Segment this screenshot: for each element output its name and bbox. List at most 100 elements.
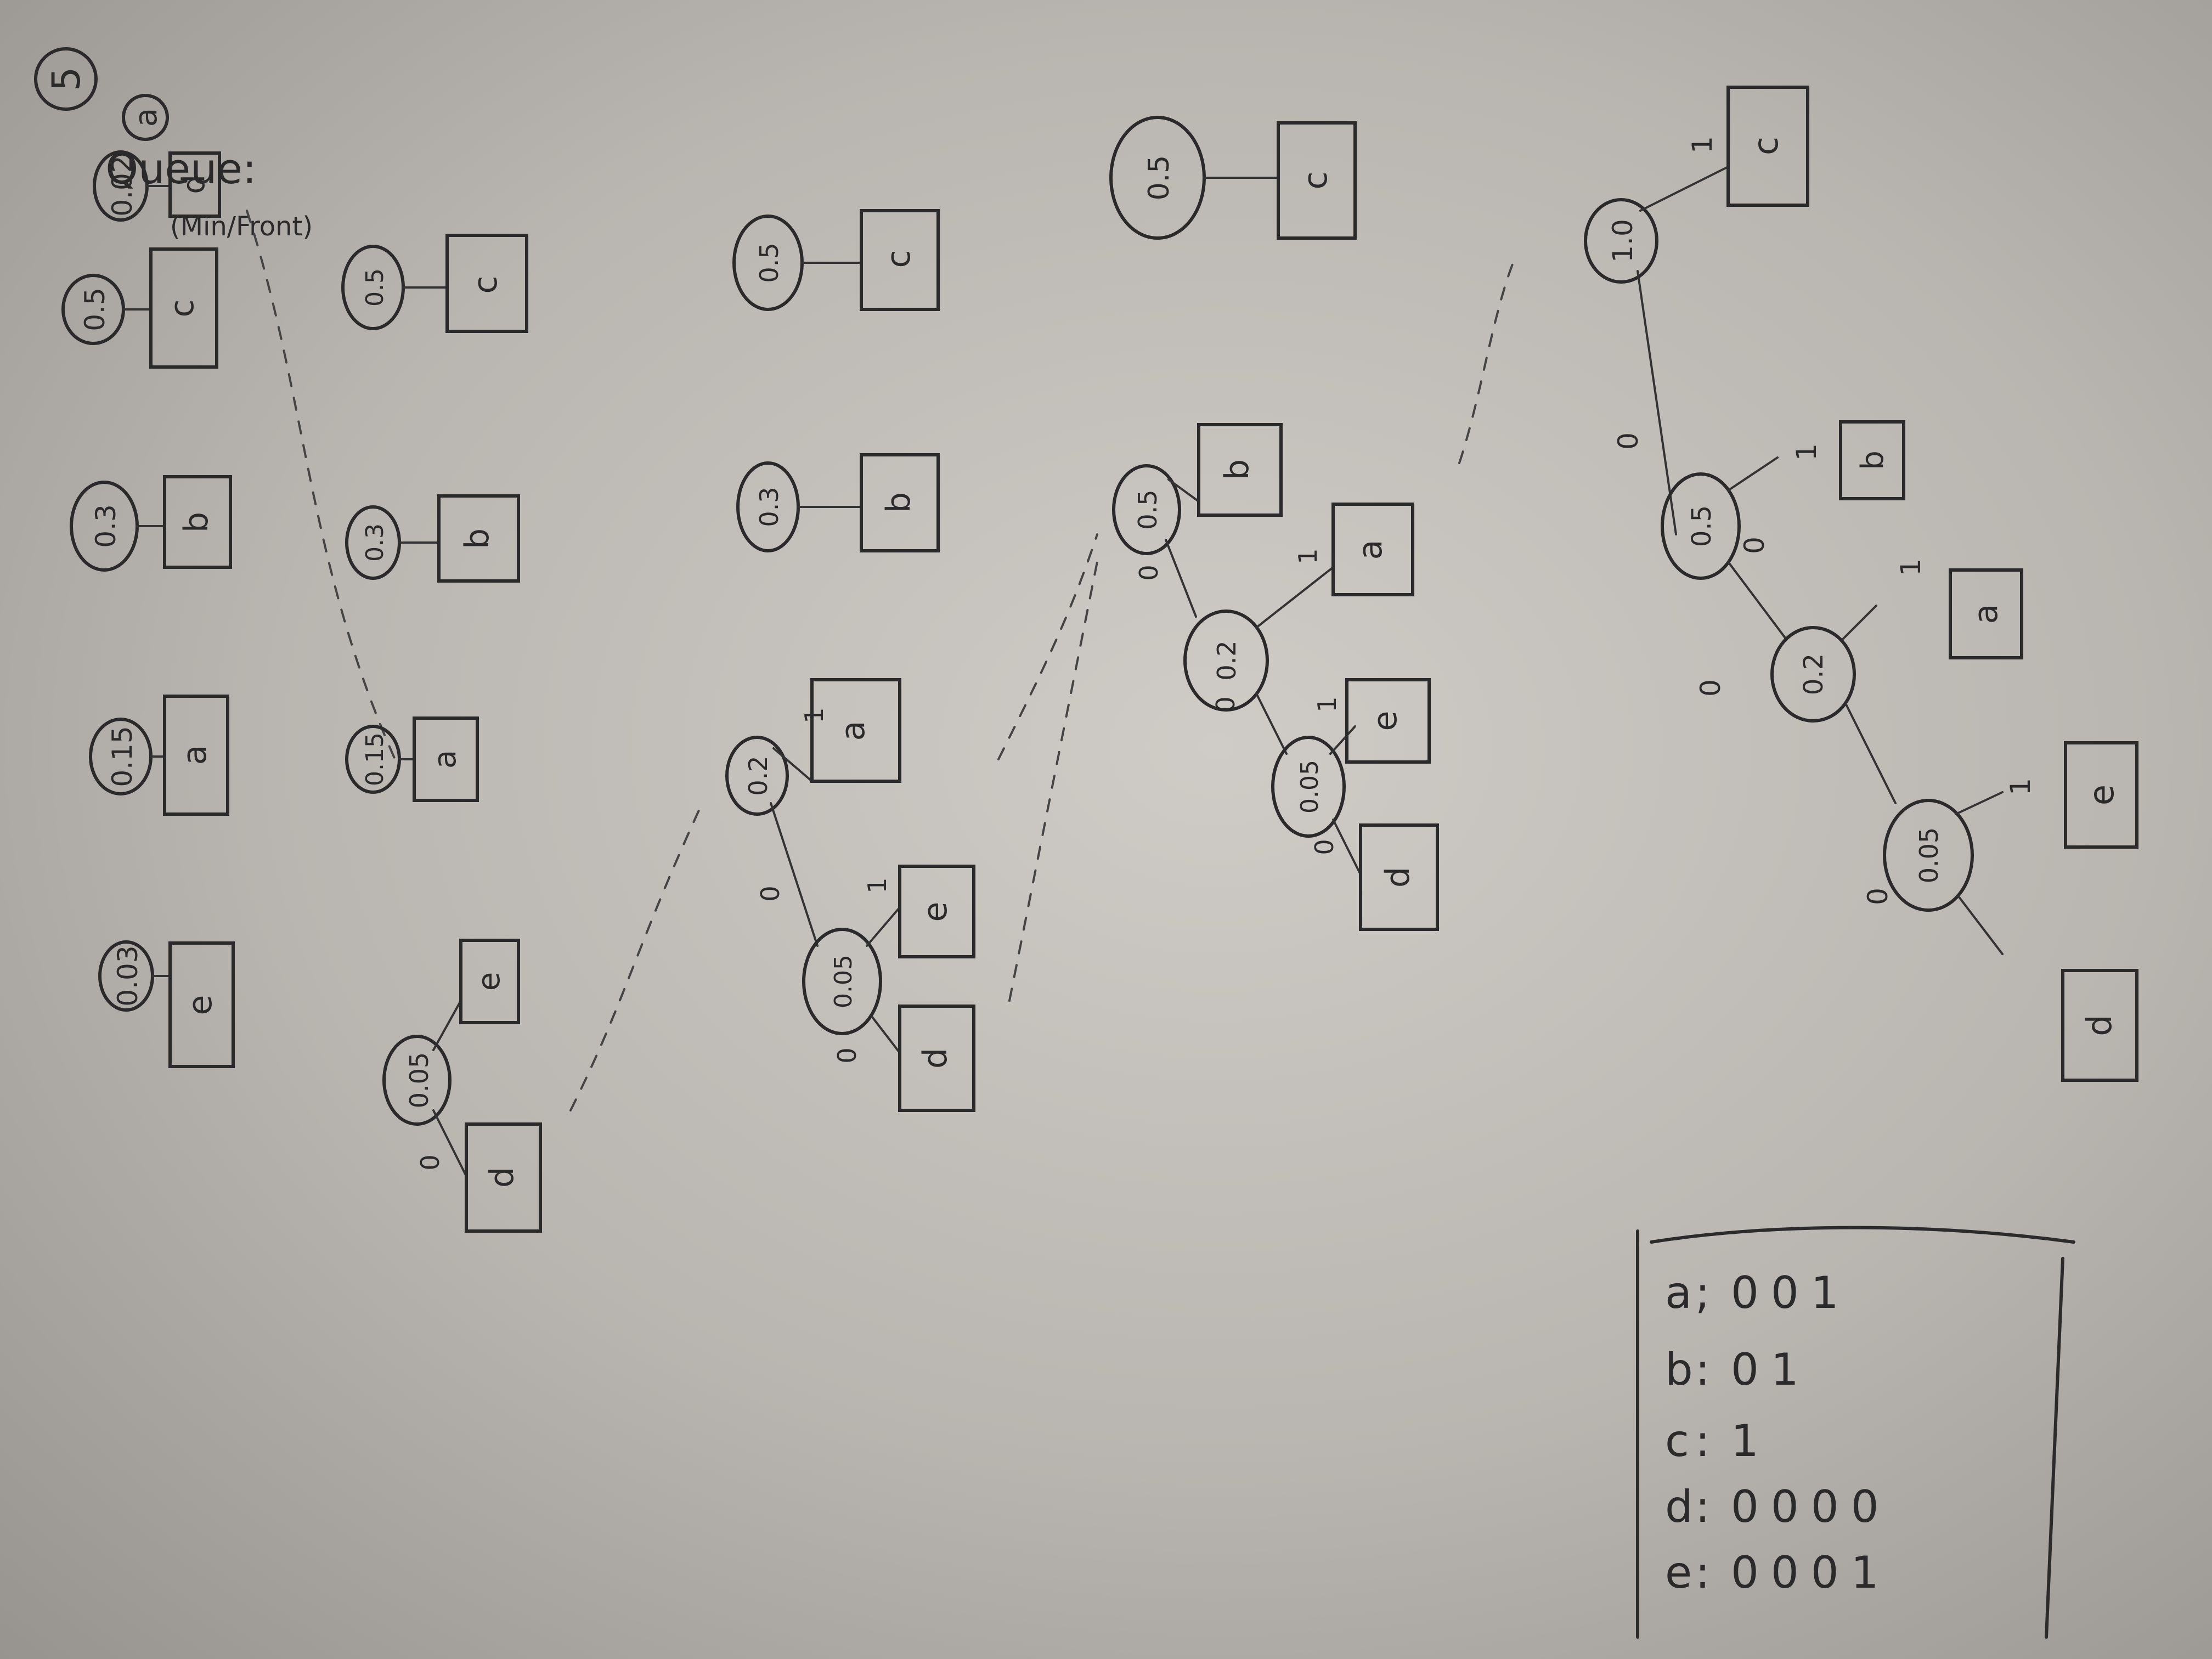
queue-row-1: 0.02 d 0.03 e 0.15 a — [61, 150, 235, 1068]
svg-text::: : — [1695, 1481, 1710, 1532]
svg-text:0: 0 — [415, 1154, 445, 1170]
svg-text:0.5: 0.5 — [361, 268, 389, 307]
svg-text:0: 0 — [1612, 432, 1644, 450]
row3-node-c: 0.5 c — [732, 209, 940, 311]
code-row-a: a ; 001 — [1665, 1267, 1851, 1318]
svg-text:0.3: 0.3 — [361, 523, 389, 562]
queue-row-2: 0.05 0 d e 0.15 a 0.3 b — [341, 234, 542, 1233]
row1-node-d: 0.02 d — [93, 150, 221, 222]
svg-text:b: b — [458, 528, 496, 549]
row4-tree: 0.5 0 b 0.2 0 1 a 0.05 0 d — [1112, 423, 1439, 931]
row2-node-c: 0.5 c — [341, 234, 528, 333]
svg-text:0.2: 0.2 — [1212, 640, 1242, 680]
row1-node-c: 0.5 c — [61, 247, 218, 369]
queue-row-3: 0.2 0 1 a 0.05 0 d 1 e 0.3 — [725, 209, 975, 1112]
svg-text:;: ; — [1695, 1267, 1710, 1318]
row1-node-e: 0.03 e — [98, 940, 235, 1068]
svg-text:a: a — [427, 750, 463, 769]
svg-text:c: c — [466, 276, 505, 294]
svg-text:1: 1 — [1791, 443, 1822, 461]
code-row-c: c : 1 — [1665, 1415, 1771, 1466]
svg-text:c: c — [1746, 137, 1786, 155]
svg-text:1: 1 — [1312, 696, 1342, 712]
svg-text:0001: 0001 — [1731, 1547, 1891, 1598]
svg-text:d: d — [2079, 1014, 2119, 1036]
svg-text:d: d — [483, 1167, 521, 1188]
step-separator-2 — [569, 802, 703, 1111]
step-separator-3 — [997, 533, 1098, 760]
svg-text:001: 001 — [1731, 1267, 1851, 1318]
svg-text:a: a — [1351, 540, 1390, 560]
svg-text:c: c — [163, 300, 201, 318]
code-row-b: b : 01 — [1665, 1344, 1799, 1395]
svg-text:b: b — [879, 492, 918, 513]
svg-text:e: e — [471, 972, 507, 991]
svg-text::: : — [1695, 1344, 1710, 1395]
final-tree: 1.0 0 1 c 0.5 0 1 b 0.2 0 1 a 0.05 — [1584, 86, 2138, 1082]
problem-number: 5 — [44, 67, 89, 92]
svg-text:a: a — [176, 745, 214, 765]
svg-text:0.2: 0.2 — [1798, 653, 1829, 695]
step-separator-4 — [1458, 259, 1515, 464]
svg-text:0.15: 0.15 — [361, 732, 389, 786]
svg-text::: : — [1695, 1547, 1710, 1598]
row2-node-a: 0.15 a — [345, 716, 479, 802]
svg-text:e: e — [1665, 1547, 1692, 1598]
svg-text:0.3: 0.3 — [90, 504, 122, 548]
svg-text:b: b — [1855, 450, 1891, 470]
svg-text:1: 1 — [1293, 548, 1323, 564]
svg-text:0.05: 0.05 — [830, 955, 857, 1008]
svg-text:0: 0 — [1211, 696, 1240, 712]
queue-row-4: 0.5 0 b 0.2 0 1 a 0.05 0 d — [1109, 116, 1439, 931]
svg-text::: : — [1695, 1415, 1710, 1466]
svg-text:1: 1 — [862, 877, 892, 893]
svg-text:0.05: 0.05 — [1914, 827, 1944, 883]
svg-text:0.15: 0.15 — [106, 726, 138, 787]
code-row-d: d : 0000 — [1665, 1481, 1879, 1532]
svg-text:e: e — [916, 902, 955, 922]
row1-node-b: 0.3 b — [70, 475, 232, 572]
code-row-e: e : 0001 — [1665, 1547, 1891, 1598]
svg-text:e: e — [2081, 785, 2121, 805]
svg-text:1: 1 — [799, 707, 829, 723]
svg-text:1: 1 — [2005, 778, 2036, 795]
svg-text:0: 0 — [832, 1047, 862, 1063]
svg-text:0.5: 0.5 — [754, 242, 784, 283]
step-separator-3b — [1008, 561, 1098, 1002]
svg-text:b: b — [1665, 1344, 1693, 1395]
svg-text:0.5: 0.5 — [1133, 489, 1163, 529]
svg-text:d: d — [1665, 1481, 1693, 1532]
svg-text:0.5: 0.5 — [79, 287, 111, 331]
svg-text:0: 0 — [1310, 839, 1339, 855]
code-table: a ; 001 b : 01 c : 1 d : 0000 e : — [1636, 1226, 2075, 1639]
svg-text:0.02: 0.02 — [106, 155, 138, 216]
part-letter: a — [128, 108, 164, 127]
svg-text:b: b — [1218, 459, 1256, 480]
svg-text:1: 1 — [1895, 558, 1927, 576]
svg-text:1: 1 — [1731, 1415, 1771, 1466]
svg-text:0.5: 0.5 — [1686, 505, 1717, 547]
svg-text:0.5: 0.5 — [1143, 155, 1176, 201]
svg-text:d: d — [916, 1048, 955, 1069]
svg-text:a: a — [834, 721, 872, 741]
svg-text:0.2: 0.2 — [743, 755, 773, 795]
svg-text:0: 0 — [1739, 537, 1770, 554]
row2-node-b: 0.3 b — [345, 494, 520, 583]
row3-tree: 0.2 0 1 a 0.05 0 d 1 e — [725, 678, 975, 1112]
problem-header: 5 a Queue: (Min/Front) — [34, 47, 313, 242]
svg-text:0: 0 — [755, 885, 785, 901]
svg-text:0: 0 — [1862, 888, 1894, 905]
svg-text:0.3: 0.3 — [754, 487, 784, 527]
svg-text:e: e — [181, 995, 219, 1015]
svg-text:0.05: 0.05 — [404, 1052, 434, 1108]
row3-node-b: 0.3 b — [736, 453, 940, 552]
svg-text:c: c — [1296, 172, 1335, 190]
svg-text:0: 0 — [1695, 679, 1726, 697]
step-separator-1 — [246, 210, 396, 760]
svg-text:0: 0 — [1134, 565, 1164, 580]
svg-text:1: 1 — [1686, 136, 1718, 154]
row2-merged-tree: 0.05 0 d e — [382, 939, 542, 1233]
svg-text:b: b — [177, 512, 216, 533]
svg-text:d: d — [1379, 867, 1417, 888]
